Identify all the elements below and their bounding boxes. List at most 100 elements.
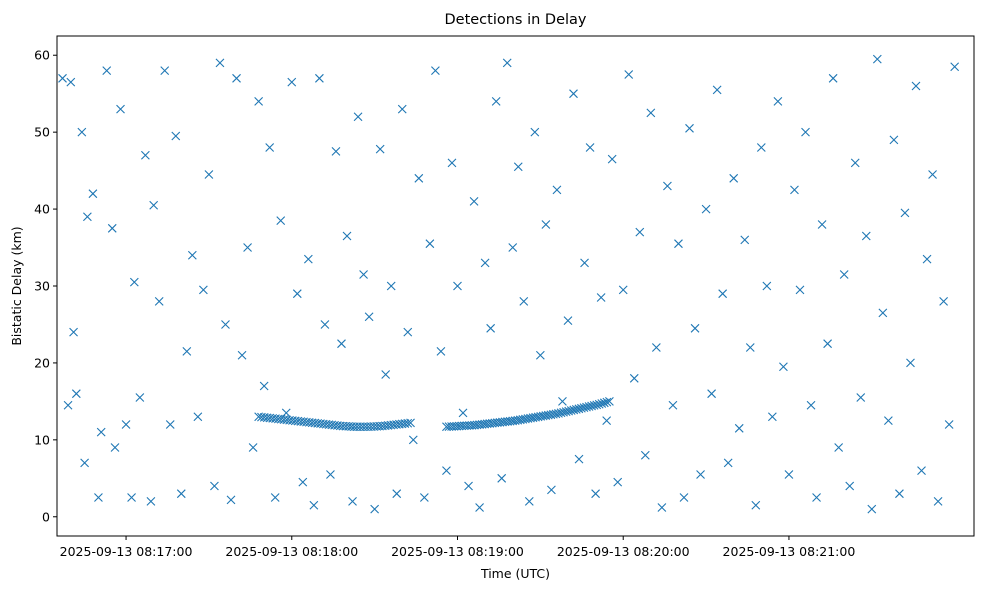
data-point-x <box>453 281 462 291</box>
data-point-x <box>530 127 540 137</box>
data-point-x <box>917 466 926 476</box>
y-axis-label: Bistatic Delay (km) <box>9 226 24 345</box>
x-tick-label: 2025-09-13 08:17:00 <box>60 544 193 559</box>
data-point-x <box>110 443 120 452</box>
y-tick-label: 30 <box>34 279 50 294</box>
data-point-x <box>486 323 496 333</box>
data-point-x <box>906 358 915 368</box>
data-point-x <box>834 443 844 452</box>
data-point-x <box>497 473 507 483</box>
data-point-x <box>635 227 645 237</box>
data-point-x <box>646 108 656 118</box>
data-point-x <box>574 404 584 414</box>
data-point-x <box>475 503 484 512</box>
data-point-x <box>801 127 810 137</box>
data-point-x <box>331 146 341 156</box>
data-point-x <box>806 400 816 410</box>
data-point-x <box>602 397 612 407</box>
data-point-x <box>584 402 594 411</box>
data-point-x <box>403 418 413 428</box>
data-point-x <box>696 470 705 479</box>
data-point-x <box>552 185 562 195</box>
x-tick-label: 2025-09-13 08:18:00 <box>225 544 358 559</box>
data-point-x <box>845 481 855 491</box>
data-point-x <box>226 495 236 505</box>
data-point-x <box>551 409 561 419</box>
data-point-x <box>587 401 596 411</box>
data-point-x <box>320 320 330 329</box>
data-point-x <box>569 89 578 99</box>
data-point-x <box>559 407 568 417</box>
data-point-x <box>640 450 650 460</box>
data-point-x <box>77 127 87 137</box>
data-point-x <box>723 458 733 468</box>
data-point-x <box>171 131 181 141</box>
data-point-x <box>281 408 291 418</box>
data-point-x <box>259 381 269 391</box>
data-point-x <box>381 370 391 379</box>
data-point-x <box>812 493 821 502</box>
data-point-x <box>348 496 357 506</box>
data-point-x <box>364 312 374 322</box>
data-point-x <box>867 504 877 514</box>
data-point-x <box>265 143 275 152</box>
data-points <box>58 54 960 514</box>
data-point-x <box>66 77 76 87</box>
data-point-x <box>574 454 584 464</box>
data-point-x <box>513 162 523 172</box>
data-point-x <box>828 73 838 83</box>
data-point-x <box>353 112 363 122</box>
data-point-x <box>629 373 639 383</box>
data-point-x <box>58 73 67 83</box>
data-point-x <box>839 270 849 279</box>
data-point-x <box>215 58 225 68</box>
data-point-x <box>939 296 949 306</box>
data-point-x <box>564 406 574 416</box>
data-point-x <box>107 223 117 233</box>
data-point-x <box>729 173 739 183</box>
data-point-x <box>406 418 415 428</box>
data-point-x <box>767 412 777 422</box>
data-point-x <box>591 489 600 499</box>
data-point-x <box>872 54 882 64</box>
data-point-x <box>817 220 827 229</box>
data-point-x <box>541 220 551 229</box>
data-point-x <box>337 339 346 349</box>
data-point-x <box>751 500 761 510</box>
data-point-x <box>607 154 617 164</box>
data-point-x <box>745 343 755 352</box>
data-point-x <box>613 477 623 487</box>
x-axis: 2025-09-13 08:17:00 2025-09-13 08:18:00 20… <box>60 536 856 559</box>
data-point-x <box>734 423 744 433</box>
data-point-x <box>592 400 602 410</box>
data-point-x <box>756 143 766 152</box>
data-point-x <box>165 420 175 429</box>
y-tick-label: 40 <box>34 202 50 217</box>
data-point-x <box>651 343 661 352</box>
data-point-x <box>491 96 501 106</box>
data-point-x <box>135 393 145 402</box>
x-tick-label: 2025-09-13 08:21:00 <box>723 544 856 559</box>
data-point-x <box>895 489 904 499</box>
data-point-x <box>950 62 960 72</box>
data-point-x <box>232 73 241 83</box>
data-point-x <box>561 407 571 417</box>
data-point-x <box>221 320 230 329</box>
data-point-x <box>342 231 352 241</box>
data-point-x <box>71 389 81 399</box>
data-point-x <box>508 243 518 252</box>
data-point-x <box>315 73 324 83</box>
data-point-x <box>602 416 612 426</box>
data-point-x <box>618 285 628 295</box>
chart-title: Detections in Delay <box>444 12 586 28</box>
data-point-x <box>276 216 286 226</box>
data-point-x <box>558 396 567 406</box>
data-point-x <box>933 496 943 506</box>
data-point-x <box>425 239 435 249</box>
data-point-x <box>582 402 591 412</box>
data-point-x <box>773 96 783 106</box>
data-point-x <box>210 481 219 491</box>
data-point-x <box>790 185 799 195</box>
data-point-x <box>204 170 214 179</box>
